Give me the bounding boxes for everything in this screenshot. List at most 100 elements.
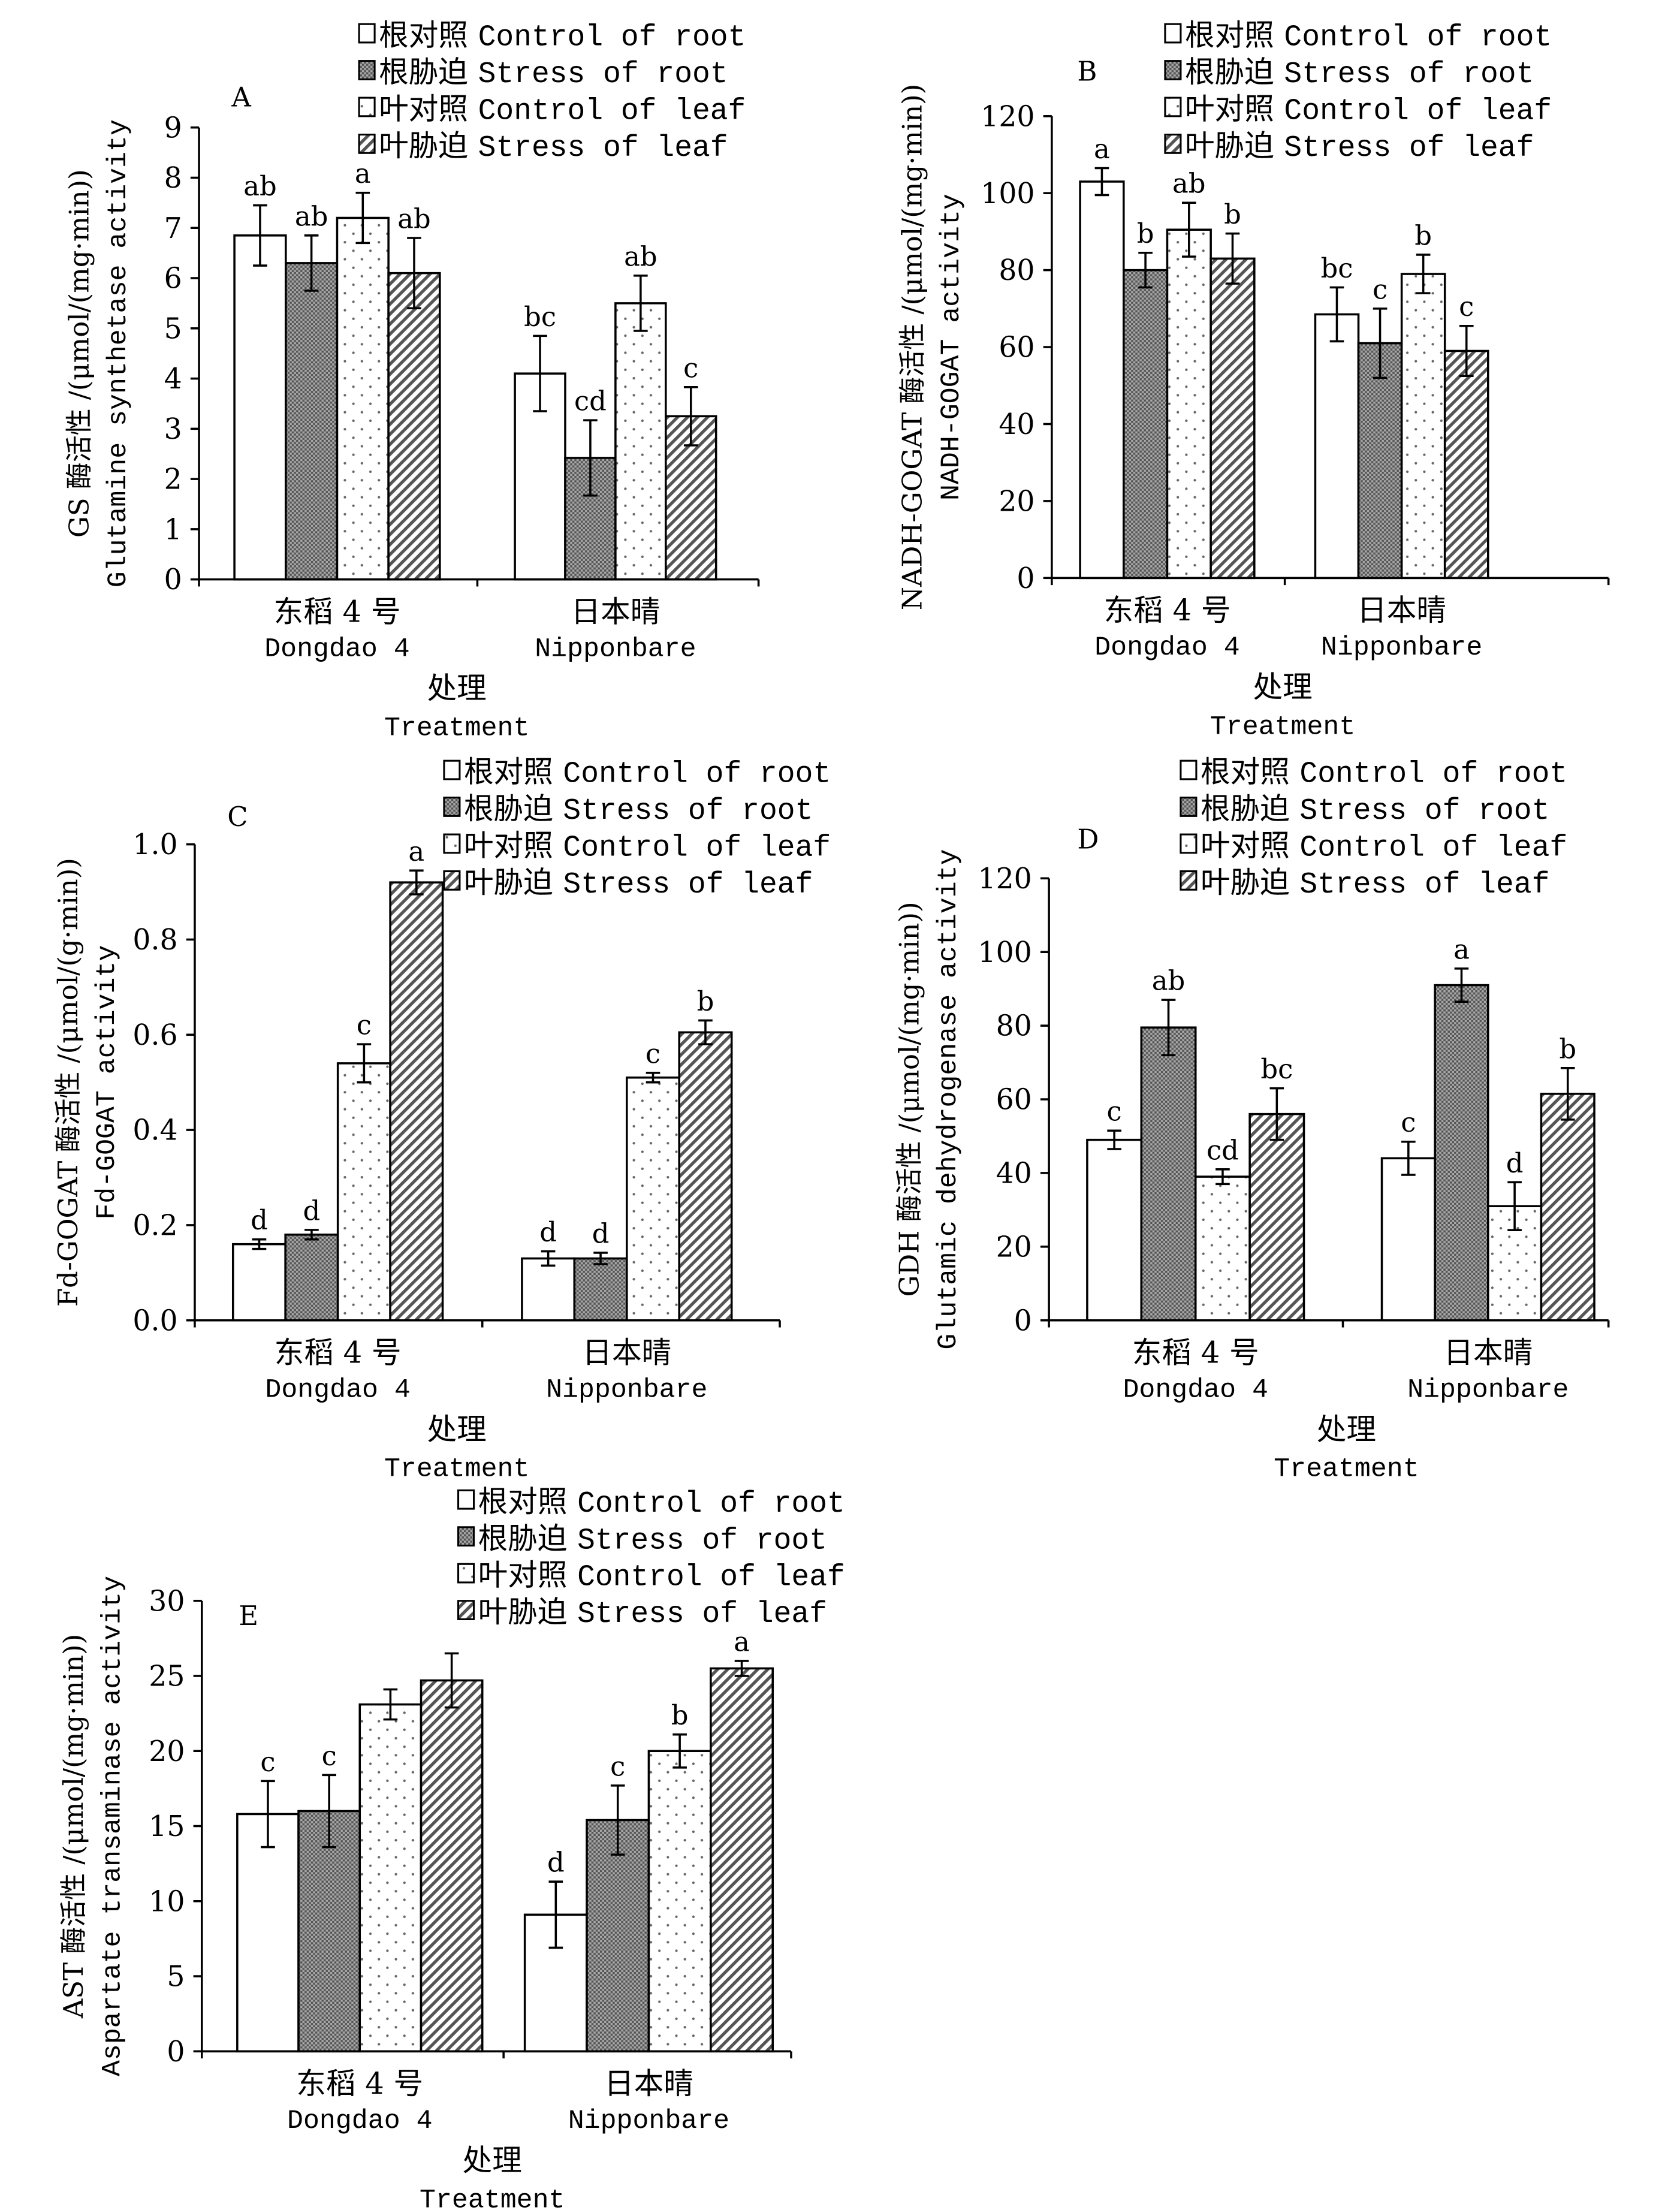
legend-label-zh: 叶对照 [1185, 92, 1274, 126]
significance-letter: d [539, 1216, 557, 1248]
category-label-en: Dongdao 4 [265, 1375, 410, 1405]
chart-panel-D: c c ab a cd d bc b 0 20 40 60 80 100 120 东稻 4 号 Dongdao … [894, 755, 1610, 1485]
y-tick-label: 20 [999, 485, 1034, 518]
y-tick-label: 120 [981, 100, 1034, 133]
y-tick-label: 120 [978, 863, 1032, 896]
bar-C-2-0 [336, 1062, 391, 1322]
y-tick-label: 25 [149, 1660, 185, 1693]
legend-swatch-stripes [457, 1600, 475, 1620]
legend-label-en: Stress of root [478, 58, 728, 91]
category-label-en: Nipponbare [1321, 633, 1482, 663]
y-tick-label: 40 [996, 1157, 1032, 1190]
y-tick-label: 3 [164, 413, 182, 446]
x-axis-title-en: Treatment [1274, 1455, 1419, 1485]
y-tick-label: 0 [167, 2036, 185, 2069]
legend-swatch-white [358, 23, 376, 44]
y-tick-label: 0.2 [132, 1209, 177, 1242]
bar-E-1-1 [586, 1819, 650, 2053]
y-tick-label: 20 [149, 1735, 185, 1768]
significance-letter: a [734, 1626, 750, 1657]
x-axis-title-zh: 处理 [427, 671, 487, 705]
x-axis-title-en: Treatment [384, 714, 529, 744]
legend-swatch-cross [358, 60, 376, 80]
category-label-en: Nipponbare [535, 634, 696, 664]
bar-E-3-1 [710, 1667, 774, 2053]
x-axis-title-en: Treatment [1210, 712, 1355, 742]
bar-E-3-0 [420, 1679, 484, 2053]
significance-letter: cd [1207, 1134, 1239, 1166]
y-tick-label: 80 [996, 1010, 1032, 1043]
panel-label: A [231, 81, 251, 113]
legend-label-zh: 叶对照 [379, 92, 468, 126]
bar-B-2-1 [1400, 273, 1446, 580]
y-tick-label: 7 [164, 212, 182, 245]
legend-label-zh: 叶胁迫 [478, 1594, 568, 1629]
chart-panel-C: d d d d c c a b 0.0 0.2 0.4 0.6 0.8 1.0 东稻 4 号 Dongdao … [52, 755, 831, 1485]
legend-label-en: Control of leaf [478, 95, 746, 128]
significance-letter: cd [574, 385, 607, 417]
category-label-zh: 日本晴 [1357, 593, 1446, 628]
legend-label-en: Stress of root [563, 794, 813, 828]
significance-letter: ab [1172, 168, 1205, 200]
category-label-zh: 东稻 4 号 [1103, 593, 1230, 628]
significance-letter: b [697, 985, 714, 1017]
legend-label-zh: 叶对照 [464, 828, 553, 863]
legend-label-en: Stress of leaf [577, 1597, 827, 1631]
legend-swatch-stripes [1180, 870, 1198, 891]
category-label-zh: 日本晴 [604, 2066, 693, 2101]
legend-label-en: Control of root [577, 1487, 845, 1521]
y-tick-label: 5 [167, 1961, 185, 1994]
legend-label-en: Stress of leaf [1299, 868, 1549, 902]
y-axis-title-zh: GS 酶活性 /(μmol/(mg·min)) [64, 169, 95, 538]
legend-swatch-stripes [358, 133, 376, 154]
bar-C-2-1 [626, 1076, 681, 1322]
bar-C-1-0 [284, 1234, 339, 1322]
y-tick-label: 0.4 [132, 1114, 177, 1147]
x-axis-title-zh: 处理 [427, 1412, 487, 1446]
x-axis-title-en: Treatment [420, 2185, 565, 2210]
bar-C-0-0 [231, 1243, 286, 1322]
y-tick-label: 0 [1014, 1304, 1032, 1337]
category-label-en: Dongdao 4 [1094, 633, 1239, 663]
y-axis-title-zh: AST 酶活性 /(μmol/(mg·min)) [58, 1634, 89, 2019]
significance-letter: ab [1152, 965, 1186, 997]
bar-B-3-0 [1210, 257, 1256, 580]
y-axis-title-zh: NADH-GOGAT 酶活性 /(μmol/(mg·min)) [896, 84, 928, 610]
legend-label-zh: 叶胁迫 [464, 865, 553, 900]
y-axis-title-en: Glutamine synthetase activity [104, 119, 134, 587]
legend: 根对照 Control of root 根胁迫 Stress of root 叶对照 Co… [443, 755, 831, 902]
y-axis-title-en: Fd-GOGAT activity [92, 945, 122, 1220]
y-tick-label: 0.6 [132, 1019, 177, 1052]
significance-letter: bc [1321, 252, 1353, 284]
bar-A-3-0 [387, 272, 441, 581]
significance-letter: ab [295, 200, 328, 232]
category-label-zh: 东稻 4 号 [275, 1335, 402, 1370]
significance-letter: c [322, 1740, 337, 1772]
significance-letter: d [1506, 1147, 1524, 1179]
legend-label-zh: 根对照 [1201, 755, 1290, 789]
legend-label-zh: 根对照 [478, 1484, 568, 1519]
legend-label-en: Stress of leaf [478, 131, 728, 165]
category-label-zh: 日本晴 [1443, 1335, 1533, 1370]
legend-swatch-white [1180, 759, 1198, 780]
y-tick-label: 0 [164, 563, 182, 596]
y-tick-label: 5 [164, 312, 182, 345]
legend-label-en: Stress of root [1299, 794, 1549, 828]
significance-letter: d [592, 1217, 610, 1249]
bar-B-3-1 [1443, 349, 1489, 580]
bar-B-2-0 [1166, 228, 1212, 580]
legend-swatch-dots [1164, 97, 1182, 117]
legend-label-en: Control of leaf [1299, 831, 1567, 865]
legend-swatch-white [457, 1489, 475, 1510]
y-tick-label: 100 [981, 177, 1034, 210]
significance-letter: b [1414, 219, 1432, 251]
significance-letter: c [683, 352, 698, 384]
y-axis-title-en: NADH-GOGAT activity [937, 194, 967, 501]
category-label-zh: 东稻 4 号 [296, 2066, 423, 2101]
y-tick-label: 60 [999, 331, 1034, 364]
legend-label-zh: 根对照 [379, 18, 468, 53]
bar-D-1-0 [1140, 1026, 1197, 1322]
